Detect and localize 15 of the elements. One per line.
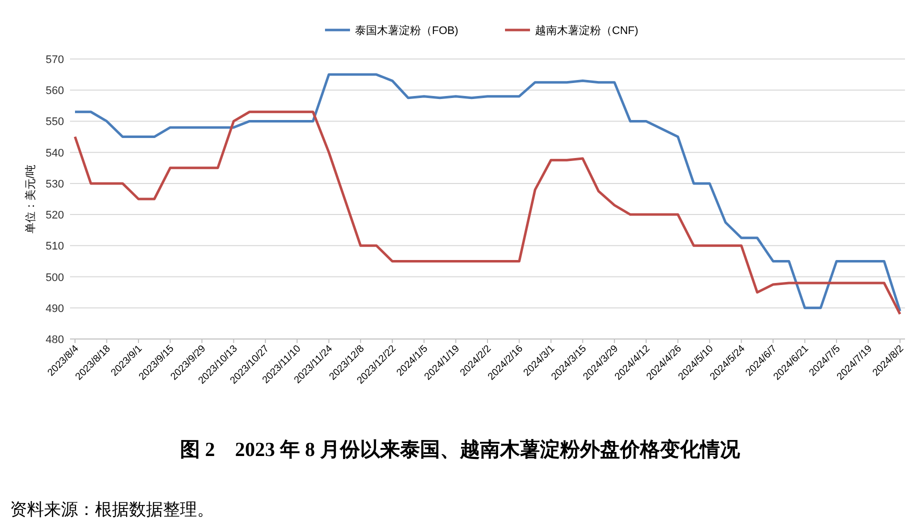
legend-label: 越南木薯淀粉（CNF) xyxy=(535,24,638,37)
y-tick-label: 520 xyxy=(46,210,64,222)
y-tick-label: 550 xyxy=(46,116,64,128)
text: 图 2 2023 年 8 月份以来泰国、越南木薯淀粉外盘价格变化情况 xyxy=(180,438,741,461)
y-tick-label: 560 xyxy=(46,85,64,98)
y-tick-label: 510 xyxy=(46,240,64,253)
y-tick-label: 480 xyxy=(46,334,64,346)
y-tick-label: 500 xyxy=(46,272,64,284)
text: 资料来源：根据数据整理。 xyxy=(10,500,214,519)
y-axis-title: 单位：美元/吨 xyxy=(24,164,37,234)
legend-label: 泰国木薯淀粉（FOB) xyxy=(355,24,458,37)
y-tick-label: 490 xyxy=(46,302,64,315)
y-tick-label: 570 xyxy=(46,54,64,66)
y-tick-label: 540 xyxy=(46,147,64,160)
y-tick-label: 530 xyxy=(46,178,64,190)
